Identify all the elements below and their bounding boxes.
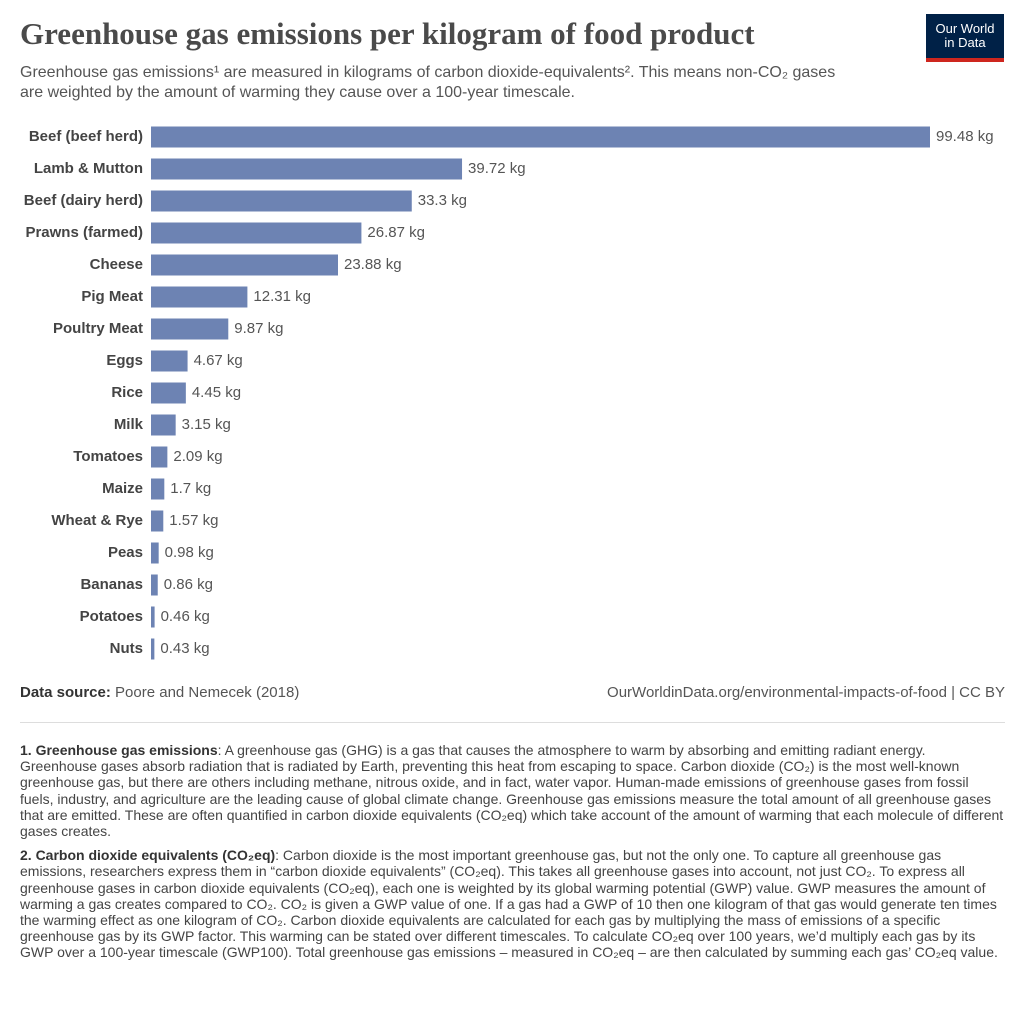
bar xyxy=(151,350,188,372)
bar xyxy=(151,510,164,532)
category-label: Potatoes xyxy=(80,608,143,625)
value-label: 1.7 kg xyxy=(170,480,211,497)
category-label: Poultry Meat xyxy=(53,320,143,337)
note-title: 2. Carbon dioxide equivalents (CO₂eq) xyxy=(20,847,276,864)
bar xyxy=(151,414,176,436)
bar xyxy=(151,446,168,468)
bar xyxy=(151,190,412,212)
category-label: Beef (beef herd) xyxy=(29,128,143,145)
category-label: Pig Meat xyxy=(81,288,143,305)
notes: 1. Greenhouse gas emissions: A greenhous… xyxy=(20,742,1005,969)
category-label: Wheat & Rye xyxy=(51,512,143,529)
value-label: 0.46 kg xyxy=(161,608,210,625)
footer: Data source: Poore and Nemecek (2018) Ou… xyxy=(20,684,1005,701)
bar xyxy=(151,222,362,244)
value-label: 0.86 kg xyxy=(164,576,213,593)
divider xyxy=(20,722,1005,723)
note-text: : A greenhouse gas (GHG) is a gas that c… xyxy=(20,742,1004,840)
value-label: 2.09 kg xyxy=(173,448,222,465)
value-label: 4.67 kg xyxy=(194,352,243,369)
chart-title: Greenhouse gas emissions per kilogram of… xyxy=(20,16,755,51)
category-label: Lamb & Mutton xyxy=(34,160,143,177)
category-label: Nuts xyxy=(110,640,143,657)
chart: Beef (beef herd) 99.48 kg Lamb & Mutton 39.… xyxy=(24,126,994,660)
source-url[interactable]: OurWorldinData.org/environmental-impacts… xyxy=(607,684,1005,701)
value-label: 0.43 kg xyxy=(160,640,209,657)
value-label: 99.48 kg xyxy=(936,128,994,145)
category-label: Tomatoes xyxy=(73,448,143,465)
bar xyxy=(151,574,158,596)
note-title: 1. Greenhouse gas emissions xyxy=(20,742,218,758)
bar xyxy=(151,126,930,148)
bar xyxy=(151,606,155,628)
category-label: Beef (dairy herd) xyxy=(24,192,143,209)
category-label: Rice xyxy=(111,384,143,401)
source: Data source: Poore and Nemecek (2018) xyxy=(20,684,299,701)
bar xyxy=(151,542,159,564)
category-label: Prawns (farmed) xyxy=(25,224,143,241)
value-label: 9.87 kg xyxy=(234,320,283,337)
value-label: 23.88 kg xyxy=(344,256,402,273)
category-label: Bananas xyxy=(80,576,143,593)
category-label: Maize xyxy=(102,480,143,497)
bar xyxy=(151,158,463,180)
value-label: 26.87 kg xyxy=(367,224,425,241)
source-label: Data source: xyxy=(20,684,111,701)
bar xyxy=(151,382,186,404)
note: 2. Carbon dioxide equivalents (CO₂eq): C… xyxy=(20,847,1005,960)
value-label: 39.72 kg xyxy=(468,160,526,177)
category-label: Peas xyxy=(108,544,143,561)
note-text: : Carbon dioxide is the most important g… xyxy=(20,847,998,961)
value-label: 33.3 kg xyxy=(418,192,467,209)
bar xyxy=(151,638,155,660)
bar xyxy=(151,318,229,340)
category-label: Milk xyxy=(114,416,144,433)
chart-subtitle: Greenhouse gas emissions¹ are measured i… xyxy=(20,64,836,101)
value-label: 12.31 kg xyxy=(253,288,311,305)
bar xyxy=(151,478,165,500)
note: 1. Greenhouse gas emissions: A greenhous… xyxy=(20,742,1005,839)
bar xyxy=(151,254,338,276)
category-label: Cheese xyxy=(90,256,143,273)
logo-text: Our World in Data xyxy=(935,21,995,50)
bar xyxy=(151,286,248,308)
source-text: Poore and Nemecek (2018) xyxy=(115,684,300,701)
value-label: 0.98 kg xyxy=(165,544,214,561)
logo[interactable]: Our World in Data xyxy=(926,14,1004,62)
value-label: 4.45 kg xyxy=(192,384,241,401)
value-label: 3.15 kg xyxy=(182,416,231,433)
value-label: 1.57 kg xyxy=(169,512,218,529)
category-label: Eggs xyxy=(106,352,143,369)
